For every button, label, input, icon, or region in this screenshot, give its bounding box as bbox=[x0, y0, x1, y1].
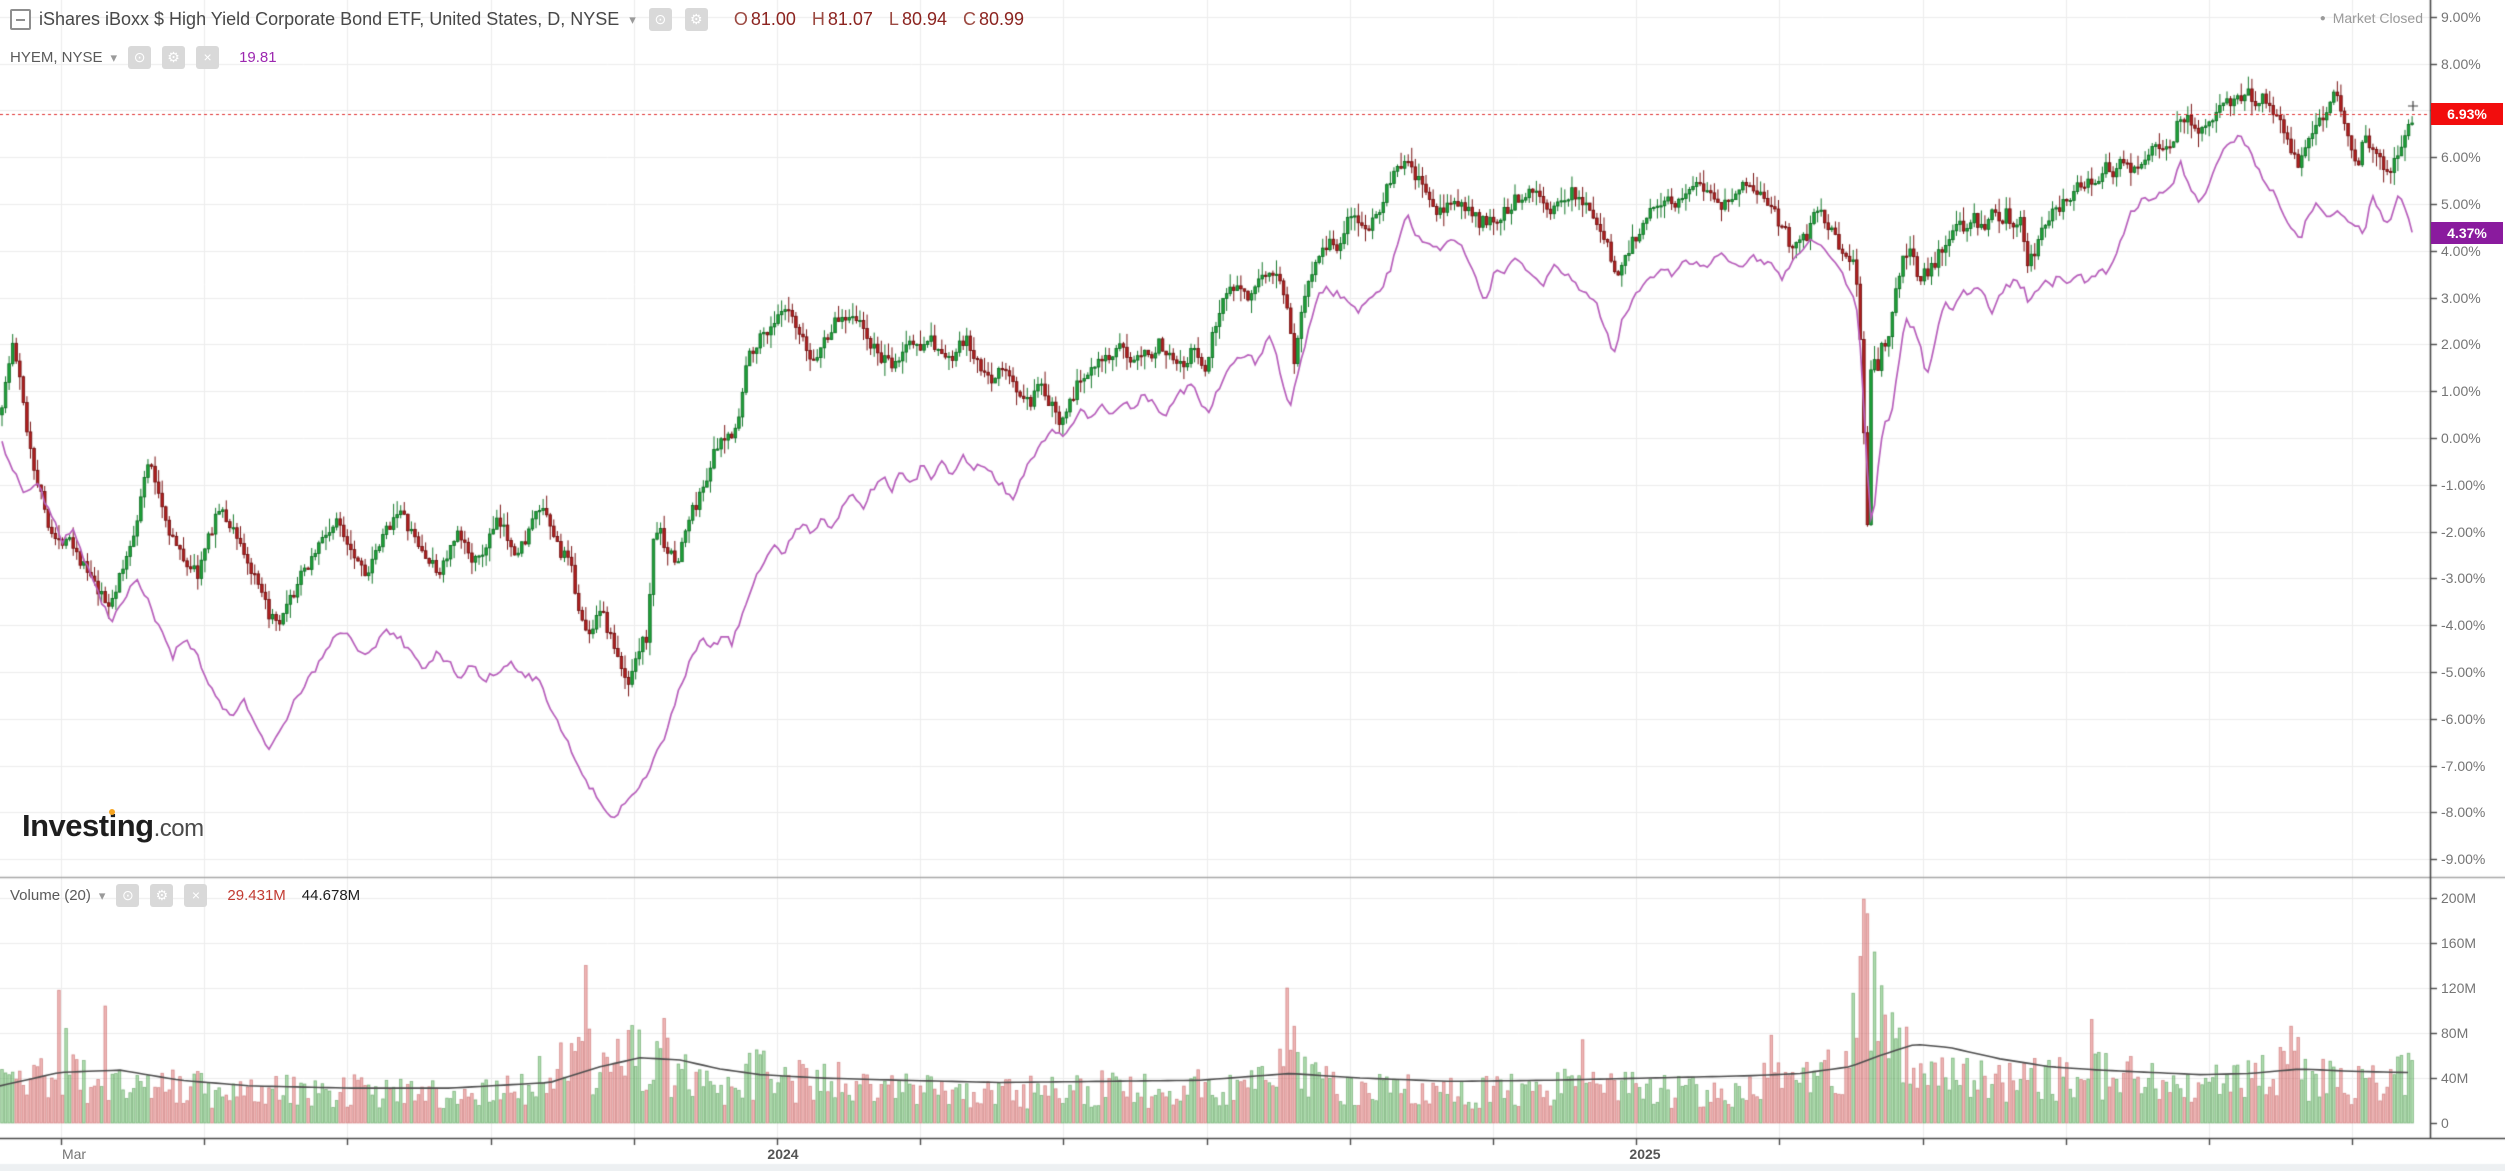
price-axis-label: 3.00% bbox=[2441, 289, 2481, 306]
investing-logo[interactable]: Invest i ng .com bbox=[22, 808, 204, 844]
close-value: 80.99 bbox=[978, 9, 1025, 29]
time-axis-label: 2025 bbox=[1629, 1146, 1661, 1162]
chevron-down-icon[interactable]: ▾ bbox=[629, 11, 636, 27]
time-axis-label: Mar bbox=[61, 1146, 87, 1162]
price-axis-label: -7.00% bbox=[2441, 757, 2486, 774]
price-axis-label: 4.00% bbox=[2441, 242, 2481, 259]
price-axis-label: 8.00% bbox=[2441, 55, 2481, 72]
volume-axis-label: 0 bbox=[2441, 1115, 2449, 1131]
close-label: C bbox=[962, 9, 976, 29]
volume-axis-label: 80M bbox=[2441, 1025, 2469, 1041]
settings-button[interactable]: ⚙ bbox=[150, 884, 174, 907]
volume-axis-label: 120M bbox=[2441, 980, 2477, 996]
logo-text-2: ng bbox=[116, 808, 154, 843]
price-axis-label: -6.00% bbox=[2441, 710, 2486, 727]
price-axis-label: 0.00% bbox=[2441, 430, 2481, 446]
overlay-series-value: 19.81 bbox=[239, 49, 277, 66]
settings-button[interactable]: ⚙ bbox=[162, 46, 186, 69]
price-axis-label: -8.00% bbox=[2441, 804, 2486, 821]
volume-ma-value: 29.431M bbox=[227, 887, 286, 904]
time-axis-label: 2024 bbox=[767, 1146, 799, 1162]
logo-suffix: .com bbox=[153, 815, 205, 842]
price-axis-label: 6.00% bbox=[2441, 149, 2481, 166]
collapse-legend-icon[interactable] bbox=[10, 9, 31, 30]
chevron-down-icon[interactable]: ▾ bbox=[98, 887, 106, 903]
visibility-toggle-button[interactable]: ⊙ bbox=[648, 8, 672, 31]
main-instrument-legend: iShares iBoxx $ High Yield Corporate Bon… bbox=[10, 8, 1024, 31]
low-label: L bbox=[888, 9, 899, 29]
price-axis-label: -1.00% bbox=[2441, 476, 2486, 493]
price-axis-label: -5.00% bbox=[2441, 664, 2486, 680]
price-axis-label: 1.00% bbox=[2441, 383, 2481, 400]
low-value: 80.94 bbox=[901, 9, 947, 29]
price-axis-label: 5.00% bbox=[2441, 196, 2481, 212]
open-label: O bbox=[733, 9, 748, 29]
market-status-text: Market Closed bbox=[2332, 10, 2423, 26]
instrument-title[interactable]: iShares iBoxx $ High Yield Corporate Bon… bbox=[39, 9, 620, 29]
price-axis-label: 9.00% bbox=[2441, 8, 2481, 25]
price-axis-label: -2.00% bbox=[2441, 523, 2486, 540]
last-price-badge: 6.93% bbox=[2431, 102, 2503, 125]
high-label: H bbox=[811, 9, 825, 29]
price-axis-label: -3.00% bbox=[2441, 570, 2486, 587]
high-value: 81.07 bbox=[827, 9, 873, 29]
settings-button[interactable]: ⚙ bbox=[684, 8, 708, 31]
volume-current-value: 44.678M bbox=[301, 887, 361, 904]
price-axis-label: -9.00% bbox=[2441, 851, 2486, 868]
volume-axis-label: 40M bbox=[2441, 1070, 2469, 1086]
price-axis-label: -4.00% bbox=[2441, 617, 2486, 634]
volume-axis-label: 160M bbox=[2441, 935, 2477, 951]
volume-indicator-legend: Volume (20) ▾ ⊙ ⚙ × 29.431M 44.678M bbox=[10, 884, 360, 907]
logo-text-idot: i bbox=[108, 808, 117, 843]
price-axis-label: 2.00% bbox=[2441, 336, 2481, 353]
ohlc-values: O 81.00 H 81.07 L 80.94 C 80.99 bbox=[734, 9, 1024, 30]
overlay-series-title[interactable]: HYEM, NYSE bbox=[10, 49, 103, 66]
volume-axis-label: 200M bbox=[2441, 890, 2477, 906]
status-dot-icon: ● bbox=[2319, 12, 2326, 24]
market-status: ● Market Closed bbox=[2320, 10, 2423, 26]
logo-text-1: Invest bbox=[22, 808, 109, 843]
visibility-toggle-button[interactable]: ⊙ bbox=[128, 46, 152, 69]
remove-indicator-button[interactable]: × bbox=[184, 884, 208, 907]
remove-series-button[interactable]: × bbox=[196, 46, 220, 69]
volume-indicator-title[interactable]: Volume (20) bbox=[10, 887, 91, 904]
overlay-series-legend: HYEM, NYSE ▾ ⊙ ⚙ × 19.81 bbox=[10, 46, 277, 69]
open-value: 81.00 bbox=[750, 9, 796, 29]
visibility-toggle-button[interactable]: ⊙ bbox=[116, 884, 140, 907]
overlay-last-price-badge: 4.37% bbox=[2431, 222, 2503, 245]
chevron-down-icon[interactable]: ▾ bbox=[110, 49, 118, 65]
